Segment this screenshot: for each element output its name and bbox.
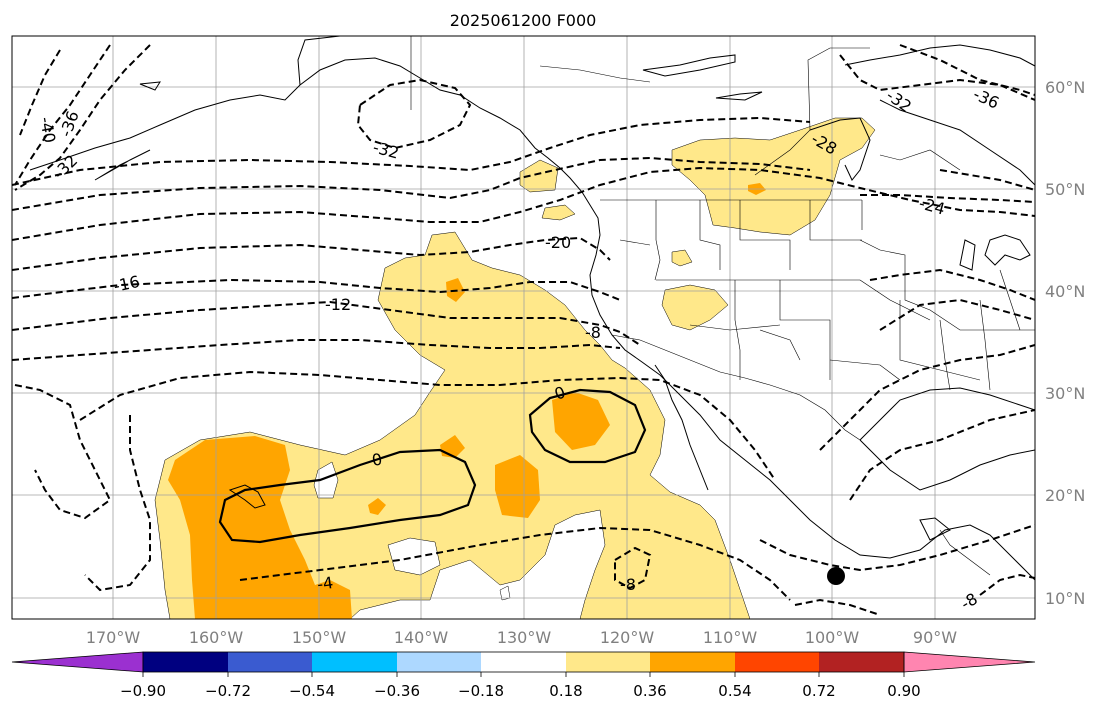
contour-label: -12 [325, 295, 351, 314]
anomaly-holes [313, 461, 511, 601]
colorbar-tick-label: −0.90 [120, 682, 166, 700]
colorbar-bin [312, 652, 397, 672]
political-borders [410, 36, 1035, 576]
colorbar-tick-label: 0.36 [633, 682, 666, 700]
lon-label: 100°W [805, 628, 860, 647]
lat-label: 60°N [1045, 78, 1085, 97]
colorbar-bin [228, 652, 312, 672]
colorbar-bin [735, 652, 819, 672]
colorbar-tick-label: 0.72 [802, 682, 835, 700]
colorbar-tick-label: 0.18 [549, 682, 582, 700]
coastlines [29, 36, 1035, 581]
colorbar-bin [143, 652, 228, 672]
anomaly-shading-medium [168, 183, 766, 619]
colorbar-tick-label: −0.72 [205, 682, 251, 700]
colorbar-tick-label: −0.54 [289, 682, 335, 700]
colorbar-bin [397, 652, 481, 672]
contour-label: -8 [620, 575, 636, 594]
location-marker [827, 567, 845, 585]
lon-label: 90°W [913, 628, 957, 647]
colorbar-bin [819, 652, 904, 672]
colorbar-bin [650, 652, 735, 672]
lon-label: 130°W [497, 628, 552, 647]
map-frame [11, 35, 1036, 620]
lon-label: 150°W [292, 628, 347, 647]
colorbar-tick-label: −0.36 [374, 682, 420, 700]
lat-label: 50°N [1045, 180, 1085, 199]
lat-label: 20°N [1045, 486, 1085, 505]
lat-label: 40°N [1045, 282, 1085, 301]
contour-label: -4 [316, 573, 334, 594]
lon-label: 170°W [86, 628, 141, 647]
latitude-labels: 60°N 50°N 40°N 30°N 20°N 10°N [1045, 78, 1085, 608]
contour-label: -40 [36, 115, 59, 144]
map-area: -40 -36 -32 -32 -28 -24 -20 -16 -12 -8 0… [12, 36, 1035, 619]
map-gridlines [12, 36, 1035, 619]
colorbar-bin [481, 652, 566, 672]
zero-contours [218, 388, 647, 544]
contour-label: 0 [370, 449, 383, 469]
colorbar-tick-label: 0.90 [887, 682, 920, 700]
lat-label: 30°N [1045, 384, 1085, 403]
lon-label: 140°W [394, 628, 449, 647]
lon-label: 110°W [703, 628, 758, 647]
colorbar-bin [566, 652, 650, 672]
contour-label: -20 [545, 233, 571, 252]
contour-label: -8 [585, 323, 601, 342]
lon-label: 160°W [189, 628, 244, 647]
anomaly-shading-light [154, 117, 876, 619]
colorbar-extend-high [903, 651, 1036, 673]
longitude-labels: 170°W 160°W 150°W 140°W 130°W 120°W 110°… [86, 628, 957, 647]
height-contours [12, 44, 1035, 616]
colorbar-tick-label: 0.54 [718, 682, 751, 700]
colorbar-extend-low [11, 651, 144, 673]
lat-label: 10°N [1045, 589, 1085, 608]
colorbar-tick-label: −0.18 [458, 682, 504, 700]
colorbar: −0.90 −0.72 −0.54 −0.36 −0.18 0.18 0.36 … [11, 651, 1036, 700]
map-title: 2025061200 F000 [450, 11, 597, 30]
lon-label: 120°W [600, 628, 655, 647]
